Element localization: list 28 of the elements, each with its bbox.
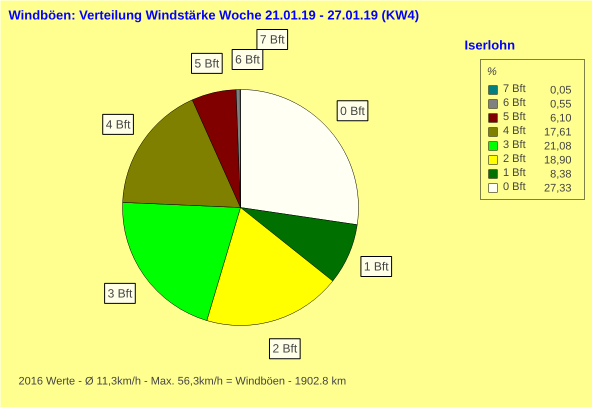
legend-label: 2 Bft <box>503 153 526 165</box>
data-label: 21,08 <box>544 140 572 152</box>
chart-subtitle: Iserlohn <box>464 38 516 52</box>
slice-label: 6 Bft <box>235 52 260 67</box>
legend-label: 4 Bft <box>503 125 526 137</box>
text: 2016 Werte - Ø 11,3km/h - Max. 56,3km/h = Windböen - 1902.8 km <box>18 376 346 388</box>
data-label: 27,33 <box>544 182 572 194</box>
slice-label: 5 Bft <box>194 56 220 70</box>
legend-label: 7 Bft <box>503 83 526 95</box>
data-label: 18,90 <box>544 154 572 166</box>
slice-label: 1 Bft <box>364 259 390 274</box>
slice-label: 3 Bft <box>108 286 133 300</box>
legend-label: 3 Bft <box>503 139 526 151</box>
legend-title: % <box>487 66 498 78</box>
slice-label: 0 Bft <box>340 104 366 118</box>
legend-label: 1 Bft <box>503 167 526 179</box>
legend-label: 6 Bft <box>503 97 526 109</box>
legend-label: 5 Bft <box>503 111 526 123</box>
data-label: 0,05 <box>550 84 572 96</box>
data-label: 8,38 <box>550 168 572 180</box>
chart-title: Windböen: Verteilung Windstärke Woche 21.01.19 - 27.01.19 (KW4) <box>8 8 420 22</box>
category-label: 7 Bft <box>260 32 285 46</box>
slice-label: 4 Bft <box>106 117 132 132</box>
data-label: 17,61 <box>544 126 572 138</box>
legend-label: 0 Bft <box>503 181 526 193</box>
data-label: 6,10 <box>550 112 572 124</box>
slice-label: 2 Bft <box>272 342 298 356</box>
data-label: 0,55 <box>550 98 572 110</box>
